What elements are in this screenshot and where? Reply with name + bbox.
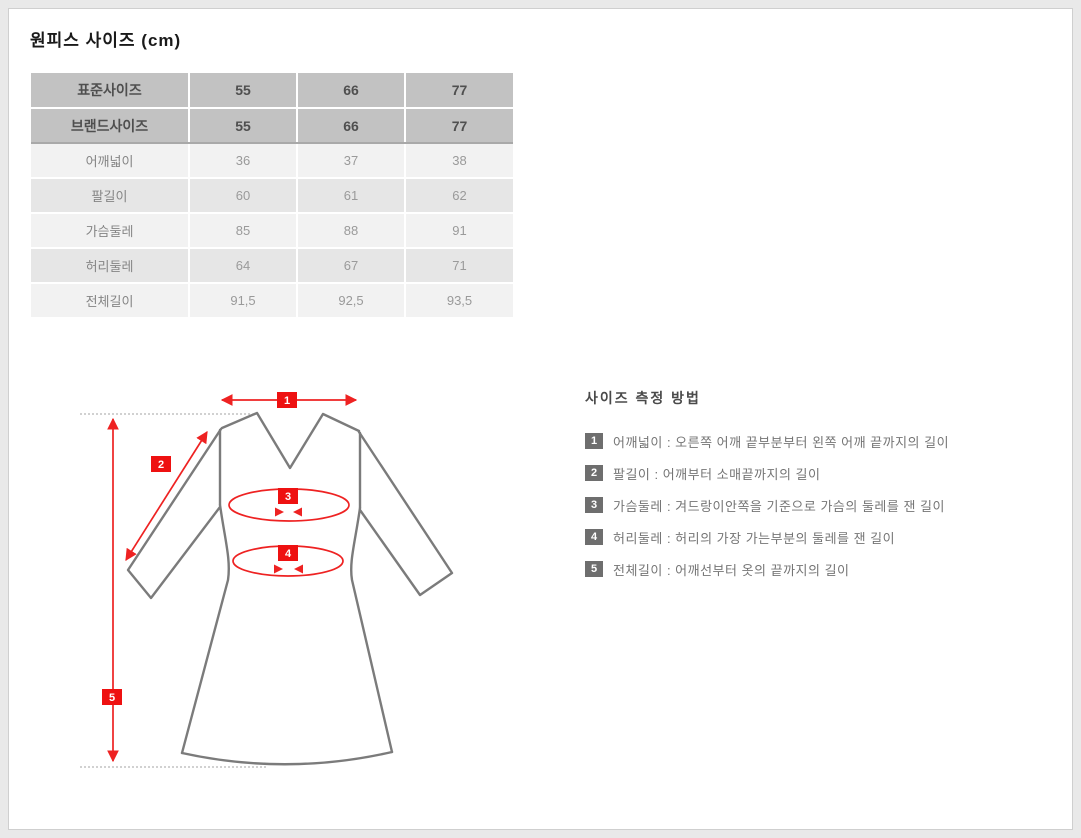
- guide-badge-4: 4: [585, 529, 603, 545]
- marker-3-label: 3: [285, 491, 291, 503]
- value-cell: 38: [405, 143, 513, 179]
- value-cell: 91,5: [189, 283, 298, 319]
- marker-2-badge: [151, 456, 171, 472]
- marker-5-label: 5: [109, 692, 115, 704]
- guide-badge-5: 5: [585, 561, 603, 577]
- value-cell: 36: [189, 143, 298, 179]
- marker-4-label: 4: [285, 548, 292, 560]
- value-cell: 71: [405, 248, 513, 284]
- guide-item-text: 허리둘레 : 허리의 가장 가는부분의 둘레를 잰 길이: [613, 530, 896, 546]
- row-label: 팔길이: [31, 178, 190, 214]
- guide-item-chest: 3 가슴둘레 : 겨드랑이안쪽을 기준으로 가슴의 둘레를 잰 길이: [585, 496, 1045, 514]
- row-label: 전체길이: [31, 283, 190, 319]
- value-cell: 62: [405, 178, 513, 214]
- size-cell: 77: [405, 108, 513, 144]
- guide-item-text: 가슴둘레 : 겨드랑이안쪽을 기준으로 가슴의 둘레를 잰 길이: [613, 498, 945, 514]
- size-cell: 66: [297, 108, 406, 144]
- row-label: 가슴둘레: [31, 213, 190, 249]
- measurement-guide: 사이즈 측정 방법 1 어깨넓이 : 오른쪽 어깨 끝부분부터 왼쪽 어깨 끝까…: [585, 388, 1045, 592]
- marker-1-label: 1: [284, 395, 290, 407]
- size-table-section: 표준사이즈 55 66 77 브랜드사이즈 55 66 77 어깨넓이 36 3…: [31, 73, 513, 319]
- marker-badges: 1 2 3 4 5: [102, 392, 298, 705]
- value-cell: 85: [189, 213, 298, 249]
- dress-measurement-diagram: 1 2 3 4 5: [80, 392, 454, 768]
- size-cell: 77: [405, 73, 513, 109]
- guide-item-text: 팔길이 : 어깨부터 소매끝까지의 길이: [613, 466, 821, 482]
- marker-2-label: 2: [158, 459, 164, 471]
- value-cell: 92,5: [297, 283, 406, 319]
- guide-badge-3: 3: [585, 497, 603, 513]
- value-cell: 64: [189, 248, 298, 284]
- table-row-waist: 허리둘레 64 67 71: [31, 248, 513, 284]
- size-cell: 55: [189, 108, 298, 144]
- marker-4-badge: [278, 545, 298, 561]
- guide-badge-2: 2: [585, 465, 603, 481]
- guide-item-text: 어깨넓이 : 오른쪽 어깨 끝부분부터 왼쪽 어깨 끝까지의 길이: [613, 434, 950, 450]
- table-row-brand-size: 브랜드사이즈 55 66 77: [31, 108, 513, 144]
- guide-item-arm: 2 팔길이 : 어깨부터 소매끝까지의 길이: [585, 464, 1045, 482]
- marker-3-badge: [278, 488, 298, 504]
- value-cell: 60: [189, 178, 298, 214]
- size-cell: 55: [189, 73, 298, 109]
- marker-1-badge: [277, 392, 297, 408]
- page-title: 원피스 사이즈 (cm): [30, 31, 182, 50]
- row-header: 브랜드사이즈: [31, 108, 190, 144]
- table-row-total-length: 전체길이 91,5 92,5 93,5: [31, 283, 513, 319]
- table-row-chest: 가슴둘레 85 88 91: [31, 213, 513, 249]
- value-cell: 61: [297, 178, 406, 214]
- guide-badge-1: 1: [585, 433, 603, 449]
- guide-title: 사이즈 측정 방법: [585, 390, 701, 406]
- value-cell: 67: [297, 248, 406, 284]
- girth-inward-arrowheads: [274, 507, 303, 574]
- guide-item-waist: 4 허리둘레 : 허리의 가장 가는부분의 둘레를 잰 길이: [585, 528, 1045, 546]
- table-row-arm-length: 팔길이 60 61 62: [31, 178, 513, 214]
- row-label: 허리둘레: [31, 248, 190, 284]
- marker-5-badge: [102, 689, 122, 705]
- guide-item-shoulder: 1 어깨넓이 : 오른쪽 어깨 끝부분부터 왼쪽 어깨 끝까지의 길이: [585, 432, 1045, 450]
- guide-item-text: 전체길이 : 어깨선부터 옷의 끝까지의 길이: [613, 562, 850, 578]
- value-cell: 37: [297, 143, 406, 179]
- value-cell: 88: [297, 213, 406, 249]
- size-table: 표준사이즈 55 66 77 브랜드사이즈 55 66 77 어깨넓이 36 3…: [31, 73, 513, 319]
- dress-outline-icon: [126, 411, 454, 766]
- row-header: 표준사이즈: [31, 73, 190, 109]
- sleeve-length-arrow: [125, 430, 208, 562]
- guide-item-total-length: 5 전체길이 : 어깨선부터 옷의 끝까지의 길이: [585, 560, 1045, 578]
- row-label: 어깨넓이: [31, 143, 190, 179]
- table-row-standard-size: 표준사이즈 55 66 77: [31, 73, 513, 109]
- value-cell: 91: [405, 213, 513, 249]
- value-cell: 93,5: [405, 283, 513, 319]
- table-row-shoulder: 어깨넓이 36 37 38: [31, 143, 513, 179]
- size-cell: 66: [297, 73, 406, 109]
